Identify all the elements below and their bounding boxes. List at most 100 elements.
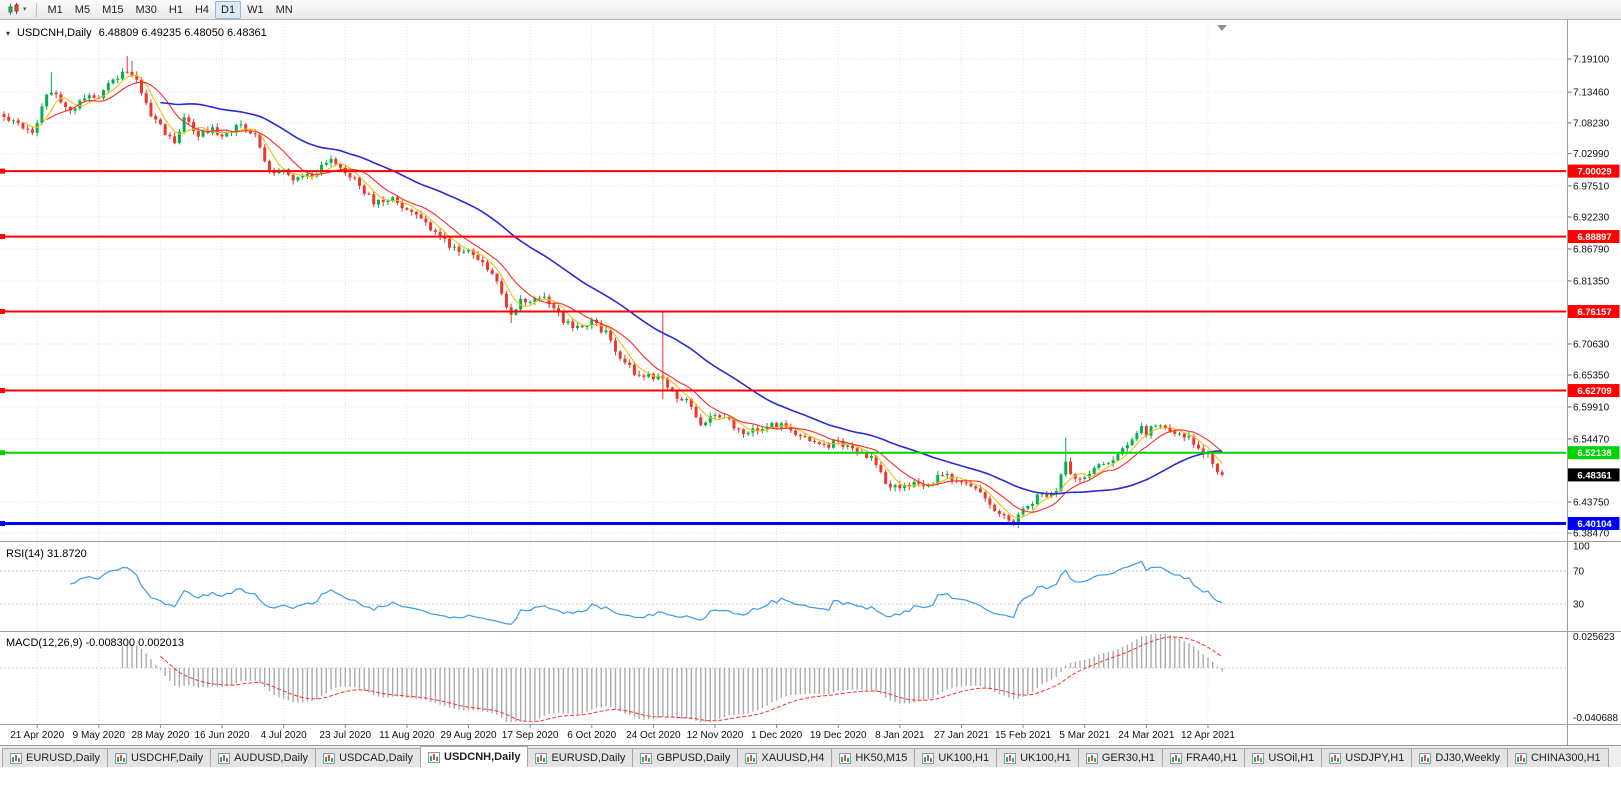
svg-text:12 Nov 2020: 12 Nov 2020 — [687, 730, 744, 741]
svg-text:16 Jun 2020: 16 Jun 2020 — [195, 730, 250, 741]
svg-text:7.08230: 7.08230 — [1573, 118, 1610, 129]
svg-text:6.54470: 6.54470 — [1573, 434, 1610, 445]
chart-header: ▾ USDCNH,Daily 6.48809 6.49235 6.48050 6… — [6, 27, 267, 39]
svg-text:6.81350: 6.81350 — [1573, 276, 1610, 287]
chart-tab-label: XAUUSD,H4 — [761, 752, 825, 764]
mini-chart-icon — [1419, 752, 1432, 764]
chart-tab-uk100-h1[interactable]: UK100,H1 — [914, 748, 998, 767]
mini-chart-icon — [1514, 752, 1527, 764]
svg-text:0.025623: 0.025623 — [1573, 632, 1615, 643]
chart-tab-label: HK50,M15 — [855, 752, 908, 764]
chart-tab-usdcad-daily[interactable]: USDCAD,Daily — [315, 748, 422, 767]
svg-text:6 Oct 2020: 6 Oct 2020 — [567, 730, 616, 741]
mini-chart-icon — [839, 752, 852, 764]
chart-tab-china300-h1[interactable]: CHINA300,H1 — [1506, 748, 1609, 767]
svg-text:4 Jul 2020: 4 Jul 2020 — [261, 730, 308, 741]
mini-chart-icon — [1004, 752, 1017, 764]
chart-tab-label: DJ30,Weekly — [1435, 752, 1500, 764]
chart-tab-label: FRA40,H1 — [1186, 752, 1238, 764]
chart-tab-audusd-daily[interactable]: AUDUSD,Daily — [210, 748, 317, 767]
chart-tab-label: USOil,H1 — [1268, 752, 1315, 764]
timeframe-button-h4[interactable]: H4 — [194, 4, 210, 16]
svg-text:6.76157: 6.76157 — [1577, 307, 1611, 318]
svg-text:30: 30 — [1573, 600, 1585, 611]
svg-text:6.48361: 6.48361 — [1577, 470, 1612, 481]
svg-text:23 Jul 2020: 23 Jul 2020 — [319, 730, 371, 741]
mini-chart-icon — [745, 752, 758, 764]
chart-tab-xauusd-h4[interactable]: XAUUSD,H4 — [737, 748, 833, 767]
chart-tab-label: UK100,H1 — [1020, 752, 1071, 764]
chart-tab-label: USDCNH,Daily — [444, 751, 521, 763]
chart-tab-usdjpy-h1[interactable]: USDJPY,H1 — [1321, 748, 1413, 767]
macd-values: -0.008300 0.002013 — [85, 637, 184, 649]
chart-tab-ger30-h1[interactable]: GER30,H1 — [1077, 748, 1164, 767]
svg-text:-0.040688: -0.040688 — [1573, 713, 1618, 724]
macd-indicator-label: MACD(12,26,9) -0.008300 0.002013 — [6, 637, 184, 649]
timeframe-button-h1[interactable]: H1 — [168, 4, 183, 16]
timeframe-button-m15[interactable]: M15 — [102, 4, 124, 16]
timeframe-button-d1[interactable]: D1 — [215, 1, 242, 19]
chart-type-button[interactable]: ▾ — [3, 1, 31, 19]
candles-layer — [2, 56, 1224, 529]
timeframe-button-mn[interactable]: MN — [275, 4, 293, 16]
svg-text:7.19100: 7.19100 — [1573, 54, 1610, 65]
timeframe-button-m5[interactable]: M5 — [74, 4, 91, 16]
svg-text:21 Apr 2020: 21 Apr 2020 — [10, 730, 64, 741]
mini-chart-icon — [1085, 752, 1098, 764]
rsi-layer — [70, 560, 1223, 625]
svg-text:12 Apr 2021: 12 Apr 2021 — [1181, 730, 1235, 741]
svg-text:6.59910: 6.59910 — [1573, 403, 1610, 414]
timeframe-button-m30[interactable]: M30 — [135, 4, 157, 16]
chart-tab-eurusd-daily[interactable]: EURUSD,Daily — [2, 748, 108, 767]
svg-text:15 Feb 2021: 15 Feb 2021 — [995, 730, 1052, 741]
mini-chart-icon — [218, 752, 231, 764]
chart-tab-label: AUDUSD,Daily — [234, 752, 309, 764]
chart-shift-marker[interactable] — [1217, 25, 1227, 31]
toolbar-separator — [35, 2, 37, 17]
rsi-indicator-label: RSI(14) 31.8720 — [6, 548, 87, 560]
chart-tab-usdchf-daily[interactable]: USDCHF,Daily — [106, 748, 212, 767]
svg-text:7.00029: 7.00029 — [1577, 167, 1611, 178]
chart-tab-label: USDCHF,Daily — [130, 752, 204, 764]
chart-tab-label: UK100,H1 — [938, 752, 990, 764]
svg-text:6.92230: 6.92230 — [1573, 212, 1610, 223]
mini-chart-icon — [922, 752, 935, 764]
chart-tab-uk100-h1[interactable]: UK100,H1 — [996, 748, 1079, 767]
svg-text:17 Sep 2020: 17 Sep 2020 — [502, 730, 559, 741]
svg-text:19 Dec 2020: 19 Dec 2020 — [810, 730, 867, 741]
chart-tab-fra40-h1[interactable]: FRA40,H1 — [1162, 748, 1246, 767]
svg-text:70: 70 — [1573, 566, 1585, 577]
svg-text:28 May 2020: 28 May 2020 — [132, 730, 190, 741]
grid-layer — [0, 24, 1566, 722]
chart-tab-label: USDJPY,H1 — [1345, 752, 1405, 764]
collapse-panel-icon[interactable]: ▾ — [6, 28, 11, 38]
price-lines-layer[interactable] — [0, 168, 1566, 526]
svg-text:24 Mar 2021: 24 Mar 2021 — [1118, 730, 1175, 741]
chart-tab-hk50-m15[interactable]: HK50,M15 — [831, 748, 916, 767]
chart-tab-eurusd-daily[interactable]: EURUSD,Daily — [527, 748, 634, 767]
svg-text:6.65350: 6.65350 — [1573, 371, 1610, 382]
timeframe-buttons: M1 M5 M15 M30 H1 H4 D1 W1 MN — [42, 0, 299, 19]
mini-chart-icon — [10, 752, 22, 764]
chart-tab-usdcnh-daily[interactable]: USDCNH,Daily — [420, 746, 529, 767]
chevron-down-icon: ▾ — [23, 5, 27, 13]
mini-chart-icon — [535, 752, 548, 764]
timeframe-button-w1[interactable]: W1 — [247, 4, 264, 16]
timeframe-toolbar: ▾ M1 M5 M15 M30 H1 H4 D1 W1 MN — [0, 0, 1621, 20]
chart-tab-dj30-weekly[interactable]: DJ30,Weekly — [1411, 748, 1508, 767]
svg-text:6.70630: 6.70630 — [1573, 339, 1610, 350]
svg-text:7.13460: 7.13460 — [1573, 88, 1610, 99]
svg-text:29 Aug 2020: 29 Aug 2020 — [440, 730, 497, 741]
chart-tab-gbpusd-daily[interactable]: GBPUSD,Daily — [632, 748, 739, 767]
macd-layer — [121, 634, 1223, 722]
timeframe-button-m1[interactable]: M1 — [47, 4, 63, 16]
svg-text:8 Jan 2021: 8 Jan 2021 — [875, 730, 925, 741]
svg-text:6.88897: 6.88897 — [1577, 232, 1611, 243]
mini-chart-icon — [1329, 752, 1342, 764]
svg-text:6.40104: 6.40104 — [1577, 519, 1612, 530]
price-chart[interactable]: 21 Apr 2020 9 May 2020 28 May 2020 16 Jun 2… — [0, 20, 1621, 745]
svg-text:6.43750: 6.43750 — [1573, 498, 1610, 509]
chart-tab-usoil-h1[interactable]: USOil,H1 — [1244, 748, 1323, 767]
svg-text:1 Dec 2020: 1 Dec 2020 — [751, 730, 803, 741]
macd-name: MACD(12,26,9) — [6, 637, 83, 649]
